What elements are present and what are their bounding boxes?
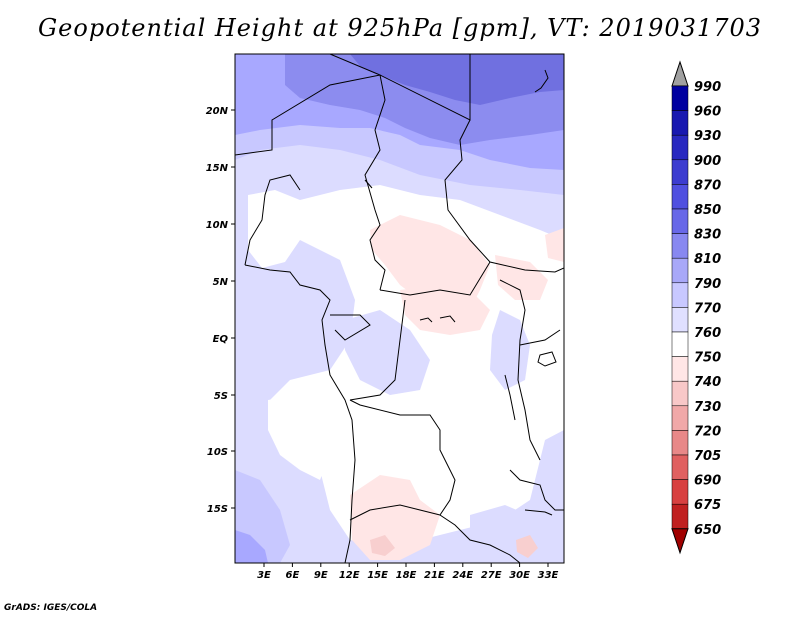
lon-label: 18E xyxy=(396,570,417,581)
colorbar-label: 760 xyxy=(694,326,721,341)
lat-label: 20N xyxy=(206,106,229,117)
contour-region-pink-6 xyxy=(370,535,395,556)
latitude-ticks: 20N 15N 10N 5N EQ 5S 10S 15S xyxy=(206,106,235,515)
grads-credit: GrADS: IGES/COLA xyxy=(4,603,98,613)
lon-label: 9E xyxy=(314,570,328,581)
colorbar-label: 790 xyxy=(694,277,721,292)
colorbar-label: 810 xyxy=(694,252,721,267)
colorbar-label: 930 xyxy=(694,129,721,144)
longitude-ticks: 3E 6E 9E 12E 15E 18E 21E 24E 27E 30E 33E xyxy=(257,563,559,581)
colorbar-swatch xyxy=(671,454,689,480)
contour-region-lightblue-patch xyxy=(345,310,430,395)
colorbar-swatch xyxy=(671,307,689,333)
lon-label: 6E xyxy=(286,570,300,581)
contour-region-pink-2 xyxy=(400,285,490,335)
lat-label: 5S xyxy=(214,391,228,402)
colorbar-label: 675 xyxy=(694,498,721,513)
colorbar-swatch xyxy=(671,134,689,161)
lon-label: 15E xyxy=(367,570,388,581)
colorbar-swatch xyxy=(671,159,689,185)
colorbar-label: 770 xyxy=(694,301,721,316)
lon-label: 12E xyxy=(339,570,360,581)
colorbar-swatch xyxy=(671,184,689,210)
colorbar-swatch xyxy=(671,380,689,407)
lon-label: 27E xyxy=(481,570,502,581)
lakes xyxy=(364,69,557,516)
colorbar-label: 750 xyxy=(694,351,721,366)
colorbar-swatch xyxy=(671,257,689,284)
contour-region-850 xyxy=(350,54,564,105)
lon-label: 30E xyxy=(509,570,530,581)
contour-region-810-sw xyxy=(235,530,268,563)
lat-label: 15N xyxy=(206,163,229,174)
colorbar-swatch xyxy=(671,208,689,234)
contour-region-lightblue-patch-2 xyxy=(490,310,530,390)
colorbar-swatch xyxy=(671,405,689,431)
colorbar-swatch xyxy=(671,282,689,308)
colorbar-label: 900 xyxy=(694,154,721,169)
contour-region-pink-5 xyxy=(545,228,564,262)
colorbar-swatch xyxy=(671,479,689,505)
colorbar-label: 960 xyxy=(694,105,721,120)
colorbar-swatch xyxy=(671,331,689,357)
contour-region-white-3 xyxy=(268,395,335,480)
lon-label: 33E xyxy=(538,570,559,581)
contour-region-pink xyxy=(370,215,490,315)
colorbar-swatch xyxy=(671,503,689,530)
colorbar-label: 830 xyxy=(694,228,721,243)
colorbar: 990 960 930 900 870 850 830 810 790 770 760 750 740 7… xyxy=(671,60,721,555)
colorbar-swatch xyxy=(671,110,689,136)
colorbar-swatch xyxy=(671,356,689,382)
colorbar-label: 730 xyxy=(694,400,721,415)
colorbar-label: 720 xyxy=(694,424,721,439)
colorbar-label: 870 xyxy=(694,178,721,193)
colorbar-label: 990 xyxy=(694,80,721,95)
colorbar-swatch xyxy=(671,233,689,259)
contour-region-pink-4 xyxy=(350,475,440,560)
lon-label: 21E xyxy=(424,570,445,581)
lon-label: 3E xyxy=(257,570,271,581)
country-borders xyxy=(235,54,564,563)
lat-label: 15S xyxy=(207,504,228,515)
contour-region-white-2 xyxy=(248,190,300,268)
lat-label: 10S xyxy=(207,447,228,458)
colorbar-top-arrow xyxy=(671,60,689,87)
lon-label: 24E xyxy=(452,570,473,581)
map-plot-area xyxy=(234,53,565,564)
colorbar-label: 650 xyxy=(694,523,721,538)
lat-label: 5N xyxy=(213,277,229,288)
colorbar-label: 690 xyxy=(694,474,721,489)
colorbar-label: 705 xyxy=(694,449,721,464)
colorbar-swatch xyxy=(671,430,689,456)
colorbar-bottom-arrow xyxy=(671,528,689,555)
lat-label: EQ xyxy=(213,334,229,345)
colorbar-label: 740 xyxy=(694,375,721,390)
contour-region-pink-7 xyxy=(516,535,538,558)
map-frame xyxy=(234,53,565,564)
lat-label: 10N xyxy=(206,220,229,231)
colorbar-label: 850 xyxy=(694,203,721,218)
colorbar-swatch xyxy=(671,85,689,111)
map-title: Geopotential Height at 925hPa [gpm], VT:… xyxy=(38,14,762,42)
